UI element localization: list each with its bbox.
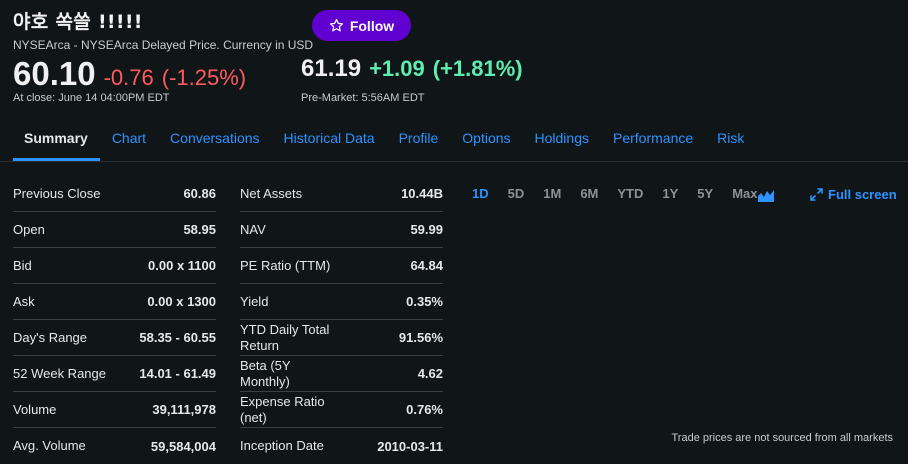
close-change-percent: (-1.25%) <box>161 65 247 90</box>
table-row: Day's Range 58.35 - 60.55 <box>13 320 216 356</box>
premarket-change: +1.09 <box>369 56 425 81</box>
table-row: NAV 59.99 <box>240 212 443 248</box>
range-1y[interactable]: 1Y <box>662 186 679 201</box>
table-row: Volume 39,111,978 <box>13 392 216 428</box>
stat-label: NAV <box>240 221 266 237</box>
mountain-chart-icon[interactable] <box>758 188 774 202</box>
stat-label: Beta (5Y Monthly) <box>240 357 291 389</box>
table-row: Bid 0.00 x 1100 <box>13 248 216 284</box>
stat-value: 64.84 <box>410 258 443 273</box>
range-max[interactable]: Max <box>732 186 758 201</box>
close-change: -0.76 <box>103 65 154 90</box>
follow-button[interactable]: Follow <box>312 10 411 41</box>
follow-label: Follow <box>349 17 395 34</box>
tab-holdings[interactable]: Holdings <box>534 130 589 146</box>
table-row: YTD Daily Total Return 91.56% <box>240 320 443 356</box>
range-5d[interactable]: 5D <box>507 186 525 201</box>
tab-historical-data[interactable]: Historical Data <box>283 130 375 146</box>
premarket-time-label: Pre-Market: 5:56AM EDT <box>301 92 425 104</box>
stat-value: 58.35 - 60.55 <box>139 330 216 345</box>
summary-table-left: Previous Close 60.86 Open 58.95 Bid 0.00 x … <box>13 176 216 464</box>
stat-label: Previous Close <box>13 185 101 201</box>
close-price: 60.10 <box>13 55 96 92</box>
range-1m[interactable]: 1M <box>543 186 562 201</box>
stat-label: Avg. Volume <box>13 438 86 453</box>
tab-risk[interactable]: Risk <box>717 130 745 146</box>
premarket-quote: 61.19 +1.09 (+1.81%) <box>301 55 523 83</box>
table-row: 52 Week Range 14.01 - 61.49 <box>13 356 216 392</box>
exchange-subtitle: NYSEArca - NYSEArca Delayed Price. Curre… <box>13 38 314 52</box>
tab-conversations[interactable]: Conversations <box>170 130 260 146</box>
stat-label: YTD Daily Total Return <box>240 321 330 353</box>
stat-label: Yield <box>240 293 269 309</box>
close-time-label: At close: June 14 04:00PM EDT <box>13 92 170 104</box>
stat-label: 52 Week Range <box>13 365 106 381</box>
tab-summary[interactable]: Summary <box>13 123 100 161</box>
stat-label: Volume <box>13 401 57 417</box>
stat-label: Open <box>13 221 45 237</box>
table-row: Beta (5Y Monthly) 4.62 <box>240 356 443 392</box>
table-row: Avg. Volume 59,584,004 <box>13 428 216 464</box>
stat-value: 59,584,004 <box>150 438 216 454</box>
stat-value: 39,111,978 <box>152 402 216 417</box>
stat-value: 58.95 <box>183 222 216 237</box>
stat-label: Net Assets <box>240 185 303 201</box>
stat-label: Day's Range <box>13 329 88 345</box>
table-row: Previous Close 60.86 <box>13 176 216 212</box>
stat-value: 60.86 <box>183 186 216 201</box>
premarket-change-percent: (+1.81%) <box>432 56 523 81</box>
trade-price-disclaimer: Trade prices are not sourced from all ma… <box>671 432 893 444</box>
stat-label: Bid <box>13 257 32 273</box>
range-ytd[interactable]: YTD <box>617 186 644 201</box>
tabs-divider <box>0 161 908 162</box>
tab-chart[interactable]: Chart <box>111 130 147 146</box>
full-screen-button[interactable]: Full screen <box>810 187 897 202</box>
stat-value: 59.99 <box>410 222 443 237</box>
stat-value: 10.44B <box>401 186 443 201</box>
premarket-price: 61.19 <box>301 55 362 82</box>
table-row: Yield 0.35% <box>240 284 443 320</box>
tab-options[interactable]: Options <box>462 130 511 146</box>
stat-value: 0.00 x 1300 <box>147 294 216 309</box>
expand-icon <box>810 188 823 201</box>
stat-value: 0.76% <box>406 402 443 417</box>
tab-performance[interactable]: Performance <box>613 130 694 146</box>
stat-label: Inception Date <box>240 438 324 453</box>
stat-label: Ask <box>13 293 35 309</box>
ticker-title: 야호 쏙쓸 !!!!! <box>13 11 143 33</box>
stat-label: PE Ratio (TTM) <box>240 257 331 273</box>
header: 야호 쏙쓸 !!!!! NYSEArca - NYSEArca Delayed … <box>13 7 313 52</box>
stat-value: 0.35% <box>406 294 443 309</box>
table-row: Net Assets 10.44B <box>240 176 443 212</box>
range-5y[interactable]: 5Y <box>697 186 714 201</box>
stat-label: Expense Ratio (net) <box>240 393 325 425</box>
stat-value: 4.62 <box>417 366 443 381</box>
table-row: Ask 0.00 x 1300 <box>13 284 216 320</box>
table-row: Open 58.95 <box>13 212 216 248</box>
star-icon <box>329 18 343 32</box>
stat-value: 14.01 - 61.49 <box>139 366 216 381</box>
stat-value: 2010-03-11 <box>377 438 443 454</box>
summary-table-right: Net Assets 10.44B NAV 59.99 PE Ratio (TTM)… <box>240 176 443 464</box>
table-row: Inception Date 2010-03-11 <box>240 428 443 464</box>
close-quote: 60.10 -0.76 (-1.25%) <box>13 55 246 93</box>
stat-value: 91.56% <box>398 330 443 345</box>
range-1d[interactable]: 1D <box>472 186 489 201</box>
quote-tabs: Summary Chart Conversations Historical D… <box>13 123 756 161</box>
table-row: PE Ratio (TTM) 64.84 <box>240 248 443 284</box>
range-6m[interactable]: 6M <box>580 186 599 201</box>
stat-value: 0.00 x 1100 <box>148 258 216 273</box>
table-row: Expense Ratio (net) 0.76% <box>240 392 443 428</box>
chart-range-selector: 1D 5D 1M 6M YTD 1Y 5Y Max <box>472 186 776 201</box>
tab-profile[interactable]: Profile <box>398 130 439 146</box>
full-screen-label: Full screen <box>828 187 897 202</box>
